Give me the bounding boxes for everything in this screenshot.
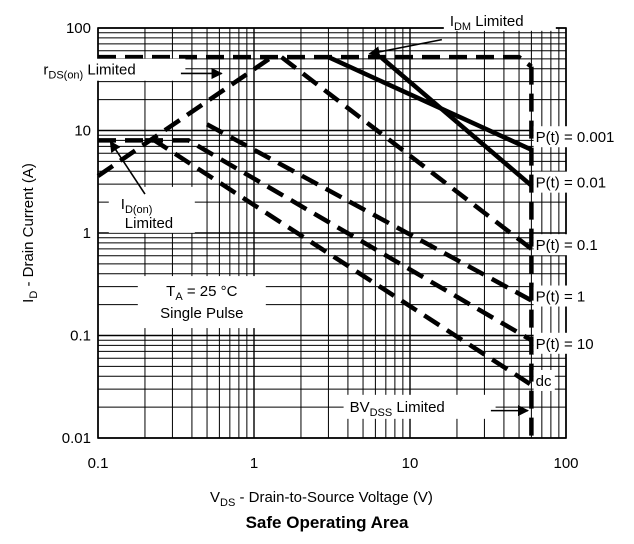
series-line	[205, 122, 533, 303]
y-tick-label: 0.01	[62, 430, 91, 447]
curve-label: P(t) = 10	[536, 336, 594, 353]
x-tick-label: 100	[553, 455, 578, 472]
annotation-idon-label-line2: Limited	[125, 215, 173, 232]
series-line	[98, 54, 533, 69]
condition-box-background	[137, 276, 266, 329]
annotation-bvdss-label: BVDSS Limited	[350, 399, 445, 419]
tick-labels: 0.1 1 10 100 0.01 0.1 1 10 100	[62, 20, 579, 472]
axis-titles: VDS - Drain-to-Source Voltage (V) ID - Dr…	[20, 163, 433, 532]
y-tick-label: 10	[74, 123, 91, 140]
annotation-background	[343, 394, 496, 419]
annotation-group: IDM Limited rDS(on) Limited ID(on)Limited B…	[43, 8, 556, 419]
y-tick-label: 0.1	[70, 328, 91, 345]
curve-label: P(t) = 1	[536, 289, 586, 306]
curve-label: dc	[536, 373, 552, 390]
annotation-rds-label: rDS(on) Limited	[43, 62, 135, 82]
annotation-background	[81, 58, 186, 81]
curve-label-background	[533, 171, 633, 193]
curve-label-background	[533, 332, 616, 354]
plot-frame	[97, 27, 567, 439]
annotation-background	[108, 186, 195, 233]
y-axis-label: ID - Drain Current (A)	[20, 163, 40, 303]
curve-label-background	[533, 369, 555, 391]
x-axis-label: VDS - Drain-to-Source Voltage (V)	[210, 489, 433, 509]
annotation-idon-label: ID(on)	[121, 196, 153, 216]
x-tick-label: 1	[250, 455, 258, 472]
annotation-idm-label: IDM Limited	[450, 13, 524, 33]
x-tick-label: 10	[402, 455, 419, 472]
series-line	[379, 55, 533, 188]
y-tick-label: 1	[83, 225, 91, 242]
series-line	[98, 138, 533, 387]
curve-label-background	[533, 234, 624, 256]
annotation-arrow	[109, 140, 146, 195]
plot-border	[97, 27, 567, 439]
y-tick-label: 100	[66, 20, 91, 37]
series-group	[96, 54, 534, 438]
condition-box-pulse: Single Pulse	[160, 305, 243, 322]
grid	[97, 27, 567, 439]
condition-box-temperature: TA = 25 °C	[166, 283, 237, 303]
curve-labels: P(t) = 0.001 P(t) = 0.01 P(t) = 0.1 P(t) = …	[533, 126, 634, 391]
series-line	[96, 55, 274, 178]
curve-label-background	[533, 285, 607, 307]
curve-label: P(t) = 0.001	[536, 129, 615, 146]
curve-label: P(t) = 0.01	[536, 175, 606, 192]
curve-label: P(t) = 0.1	[536, 237, 598, 254]
series-line	[327, 55, 533, 152]
annotation-arrow	[368, 38, 442, 58]
annotation-background	[443, 8, 556, 31]
x-tick-label: 0.1	[88, 455, 109, 472]
curve-label-background	[533, 126, 634, 148]
series-line	[145, 138, 533, 343]
chart-title: Safe Operating Area	[246, 513, 409, 532]
